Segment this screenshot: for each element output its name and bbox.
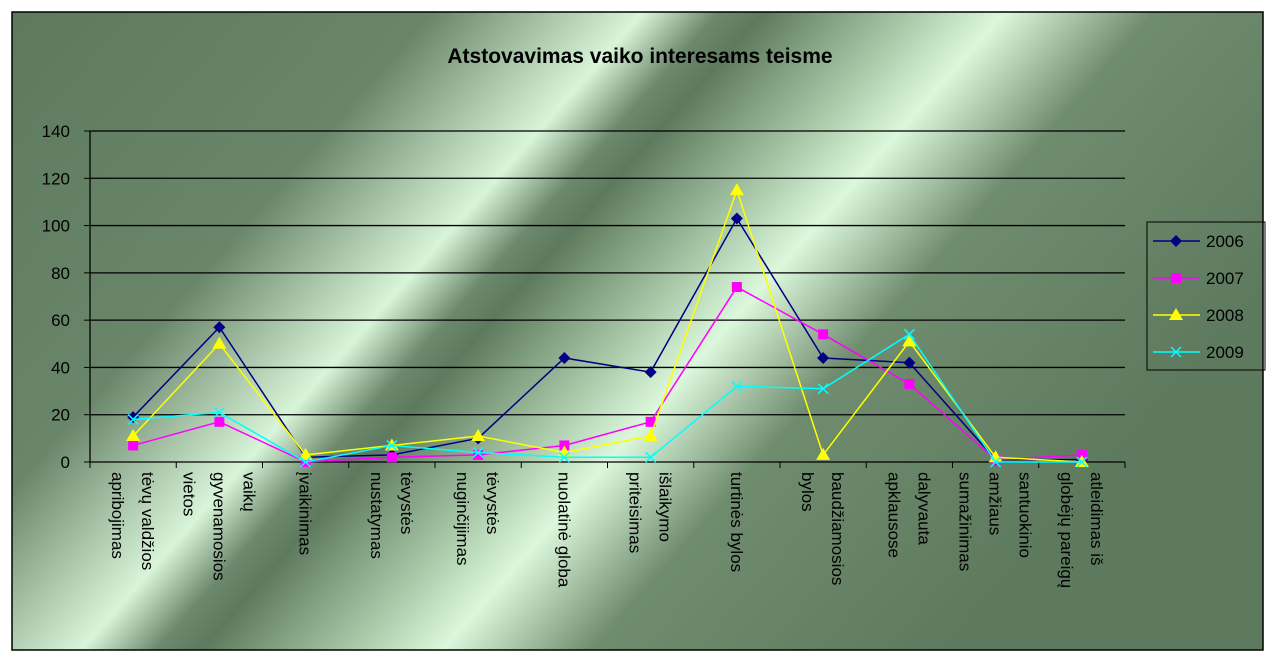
- marker: [990, 456, 1002, 468]
- y-tick-label: 80: [51, 264, 70, 283]
- marker: [127, 411, 140, 424]
- marker: [1170, 346, 1182, 358]
- x-tick-label: tėvystėsnustatymas: [367, 472, 416, 559]
- x-tick-label: atleidimas išglobėjų pareigų: [1057, 472, 1106, 588]
- marker: [213, 321, 226, 334]
- marker: [903, 356, 916, 369]
- marker: [128, 440, 139, 451]
- marker: [300, 456, 312, 468]
- legend-label: 2007: [1206, 269, 1244, 288]
- x-tick-label: santuokinioamžiaussumažinimas: [956, 472, 1035, 571]
- legend-label: 2006: [1206, 232, 1244, 251]
- x-tick-label: įvaikinimas: [296, 472, 315, 555]
- marker: [818, 329, 829, 340]
- chart-title: Atstovavimas vaiko interesams teisme: [447, 45, 832, 68]
- legend-box: [1146, 221, 1266, 371]
- marker: [213, 406, 225, 418]
- marker: [558, 351, 571, 364]
- x-tick-label: vaikųgyvenamosiosvietos: [179, 472, 258, 581]
- x-tick-label: baudžiamosiosbylos: [798, 472, 847, 585]
- marker: [644, 366, 657, 379]
- marker: [471, 428, 486, 441]
- series-line: [132, 286, 1082, 463]
- x-tick-label: nuolatinė globa: [554, 472, 573, 588]
- series-line: [132, 187, 1082, 463]
- marker: [1169, 308, 1183, 320]
- marker: [127, 413, 139, 425]
- marker: [212, 336, 227, 349]
- y-tick-label: 0: [61, 453, 70, 472]
- marker: [731, 282, 742, 293]
- marker: [729, 183, 744, 196]
- marker: [904, 378, 915, 389]
- y-tick-label: 140: [42, 122, 70, 141]
- marker: [386, 452, 397, 463]
- y-tick-label: 20: [51, 406, 70, 425]
- x-tick-label: dalyvautaapklausose: [884, 472, 933, 558]
- marker: [731, 380, 743, 392]
- marker: [214, 416, 225, 427]
- marker: [559, 440, 570, 451]
- series-line: [133, 333, 1082, 463]
- marker: [558, 451, 570, 463]
- y-tick-label: 120: [42, 169, 70, 188]
- legend-label: 2008: [1206, 306, 1244, 325]
- marker: [126, 428, 141, 441]
- x-tick-label: turtinės bylos: [727, 472, 746, 572]
- marker: [386, 439, 398, 451]
- marker: [903, 328, 915, 340]
- marker: [473, 449, 484, 460]
- y-tick-label: 40: [51, 358, 70, 377]
- marker: [1076, 449, 1087, 460]
- y-tick-label: 100: [42, 217, 70, 236]
- x-tick-label: tėvystėsnuginčijimas: [453, 472, 502, 566]
- x-tick-label: tėvų valdžiosapribojimas: [108, 472, 157, 570]
- marker: [817, 383, 829, 395]
- x-tick-label: išlaikymopriteisimas: [626, 472, 675, 553]
- marker: [1170, 235, 1182, 247]
- marker: [472, 447, 484, 459]
- marker: [1076, 456, 1088, 468]
- marker: [645, 416, 656, 427]
- legend-label: 2009: [1206, 343, 1244, 362]
- marker: [730, 212, 743, 225]
- marker: [643, 428, 658, 441]
- y-tick-label: 60: [51, 311, 70, 330]
- marker: [645, 451, 657, 463]
- marker: [902, 334, 917, 347]
- marker: [1171, 273, 1181, 283]
- marker: [298, 447, 313, 460]
- marker: [817, 351, 830, 364]
- marker: [816, 447, 831, 460]
